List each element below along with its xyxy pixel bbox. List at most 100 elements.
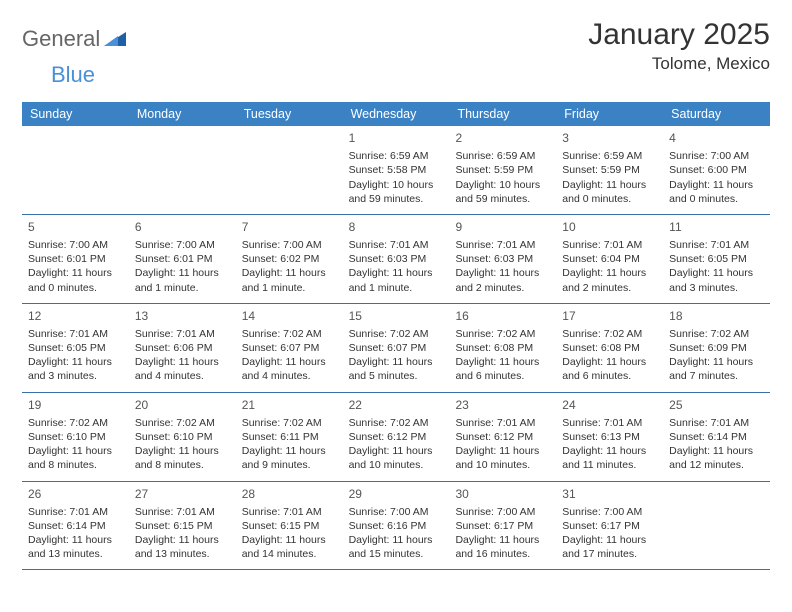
week-row: 12Sunrise: 7:01 AMSunset: 6:05 PMDayligh… — [22, 304, 770, 393]
cell-line: Daylight: 11 hours — [28, 355, 123, 369]
cell-line: and 4 minutes. — [242, 369, 337, 383]
cell-line: Daylight: 11 hours — [455, 533, 550, 547]
day-cell: 26Sunrise: 7:01 AMSunset: 6:14 PMDayligh… — [22, 482, 129, 570]
cell-line: and 10 minutes. — [455, 458, 550, 472]
day-cell: 28Sunrise: 7:01 AMSunset: 6:15 PMDayligh… — [236, 482, 343, 570]
cell-line: and 17 minutes. — [562, 547, 657, 561]
cell-line: Sunset: 6:11 PM — [242, 430, 337, 444]
cell-line: Sunrise: 7:01 AM — [562, 238, 657, 252]
cell-line: Sunrise: 7:00 AM — [669, 149, 764, 163]
day-number: 30 — [455, 486, 550, 502]
day-cell: 11Sunrise: 7:01 AMSunset: 6:05 PMDayligh… — [663, 215, 770, 303]
cell-line: and 1 minute. — [349, 281, 444, 295]
cell-line: and 8 minutes. — [28, 458, 123, 472]
cell-line: and 6 minutes. — [455, 369, 550, 383]
cell-line: Daylight: 11 hours — [135, 266, 230, 280]
cell-line: and 59 minutes. — [349, 192, 444, 206]
day-cell: 18Sunrise: 7:02 AMSunset: 6:09 PMDayligh… — [663, 304, 770, 392]
cell-line: and 13 minutes. — [135, 547, 230, 561]
cell-line: Daylight: 11 hours — [455, 444, 550, 458]
cell-line: Sunrise: 7:01 AM — [669, 416, 764, 430]
cell-line: Daylight: 11 hours — [562, 266, 657, 280]
day-number: 20 — [135, 397, 230, 413]
day-number: 8 — [349, 219, 444, 235]
week-row: 26Sunrise: 7:01 AMSunset: 6:14 PMDayligh… — [22, 482, 770, 571]
day-cell: 15Sunrise: 7:02 AMSunset: 6:07 PMDayligh… — [343, 304, 450, 392]
cell-line: Sunset: 6:12 PM — [349, 430, 444, 444]
day-cell: 22Sunrise: 7:02 AMSunset: 6:12 PMDayligh… — [343, 393, 450, 481]
day-number: 9 — [455, 219, 550, 235]
cell-line: Sunrise: 6:59 AM — [349, 149, 444, 163]
cell-line: Daylight: 11 hours — [562, 178, 657, 192]
day-header: Wednesday — [343, 102, 450, 126]
cell-line: Daylight: 11 hours — [562, 355, 657, 369]
cell-line: Daylight: 11 hours — [28, 533, 123, 547]
day-number: 21 — [242, 397, 337, 413]
cell-line: Sunset: 6:10 PM — [28, 430, 123, 444]
cell-line: Sunset: 6:17 PM — [562, 519, 657, 533]
cell-line: Sunrise: 7:00 AM — [242, 238, 337, 252]
day-cell: 25Sunrise: 7:01 AMSunset: 6:14 PMDayligh… — [663, 393, 770, 481]
day-headers-row: SundayMondayTuesdayWednesdayThursdayFrid… — [22, 102, 770, 126]
cell-line: and 8 minutes. — [135, 458, 230, 472]
cell-line: Sunrise: 7:02 AM — [135, 416, 230, 430]
cell-line: Sunrise: 7:01 AM — [28, 505, 123, 519]
day-cell — [22, 126, 129, 214]
day-number: 7 — [242, 219, 337, 235]
day-number: 10 — [562, 219, 657, 235]
cell-line: Daylight: 11 hours — [349, 444, 444, 458]
day-cell: 6Sunrise: 7:00 AMSunset: 6:01 PMDaylight… — [129, 215, 236, 303]
cell-line: Sunrise: 6:59 AM — [562, 149, 657, 163]
day-number: 13 — [135, 308, 230, 324]
cell-line: and 4 minutes. — [135, 369, 230, 383]
day-cell: 12Sunrise: 7:01 AMSunset: 6:05 PMDayligh… — [22, 304, 129, 392]
cell-line: Sunset: 5:58 PM — [349, 163, 444, 177]
cell-line: Sunrise: 7:01 AM — [455, 416, 550, 430]
cell-line: Sunset: 6:16 PM — [349, 519, 444, 533]
cell-line: Sunset: 6:06 PM — [135, 341, 230, 355]
cell-line: and 59 minutes. — [455, 192, 550, 206]
day-cell: 8Sunrise: 7:01 AMSunset: 6:03 PMDaylight… — [343, 215, 450, 303]
cell-line: and 6 minutes. — [562, 369, 657, 383]
day-cell: 7Sunrise: 7:00 AMSunset: 6:02 PMDaylight… — [236, 215, 343, 303]
cell-line: Sunset: 6:05 PM — [669, 252, 764, 266]
cell-line: Daylight: 11 hours — [28, 444, 123, 458]
cell-line: Sunrise: 7:02 AM — [349, 327, 444, 341]
day-number: 22 — [349, 397, 444, 413]
day-cell: 31Sunrise: 7:00 AMSunset: 6:17 PMDayligh… — [556, 482, 663, 570]
cell-line: Sunrise: 7:00 AM — [135, 238, 230, 252]
cell-line: Sunrise: 7:01 AM — [135, 327, 230, 341]
day-number: 27 — [135, 486, 230, 502]
day-number: 6 — [135, 219, 230, 235]
day-number: 19 — [28, 397, 123, 413]
cell-line: Sunset: 6:14 PM — [669, 430, 764, 444]
day-header: Thursday — [449, 102, 556, 126]
day-cell: 27Sunrise: 7:01 AMSunset: 6:15 PMDayligh… — [129, 482, 236, 570]
cell-line: Sunset: 6:03 PM — [349, 252, 444, 266]
day-cell: 24Sunrise: 7:01 AMSunset: 6:13 PMDayligh… — [556, 393, 663, 481]
day-number: 11 — [669, 219, 764, 235]
cell-line: Sunset: 6:05 PM — [28, 341, 123, 355]
cell-line: Daylight: 11 hours — [669, 444, 764, 458]
cell-line: Sunset: 6:04 PM — [562, 252, 657, 266]
location-text: Tolome, Mexico — [588, 54, 770, 74]
day-number: 26 — [28, 486, 123, 502]
logo-text-general: General — [22, 26, 100, 52]
week-row: 5Sunrise: 7:00 AMSunset: 6:01 PMDaylight… — [22, 215, 770, 304]
cell-line: Sunset: 6:08 PM — [562, 341, 657, 355]
cell-line: Daylight: 11 hours — [242, 444, 337, 458]
day-number: 2 — [455, 130, 550, 146]
cell-line: Sunrise: 7:02 AM — [28, 416, 123, 430]
day-number: 29 — [349, 486, 444, 502]
day-cell — [236, 126, 343, 214]
cell-line: Sunrise: 7:01 AM — [242, 505, 337, 519]
cell-line: Sunrise: 7:01 AM — [562, 416, 657, 430]
day-cell: 9Sunrise: 7:01 AMSunset: 6:03 PMDaylight… — [449, 215, 556, 303]
cell-line: Sunrise: 7:01 AM — [135, 505, 230, 519]
cell-line: Sunrise: 7:00 AM — [28, 238, 123, 252]
cell-line: Daylight: 11 hours — [455, 266, 550, 280]
cell-line: Daylight: 11 hours — [669, 355, 764, 369]
day-cell: 1Sunrise: 6:59 AMSunset: 5:58 PMDaylight… — [343, 126, 450, 214]
calendar: SundayMondayTuesdayWednesdayThursdayFrid… — [22, 102, 770, 570]
cell-line: Sunset: 6:07 PM — [349, 341, 444, 355]
